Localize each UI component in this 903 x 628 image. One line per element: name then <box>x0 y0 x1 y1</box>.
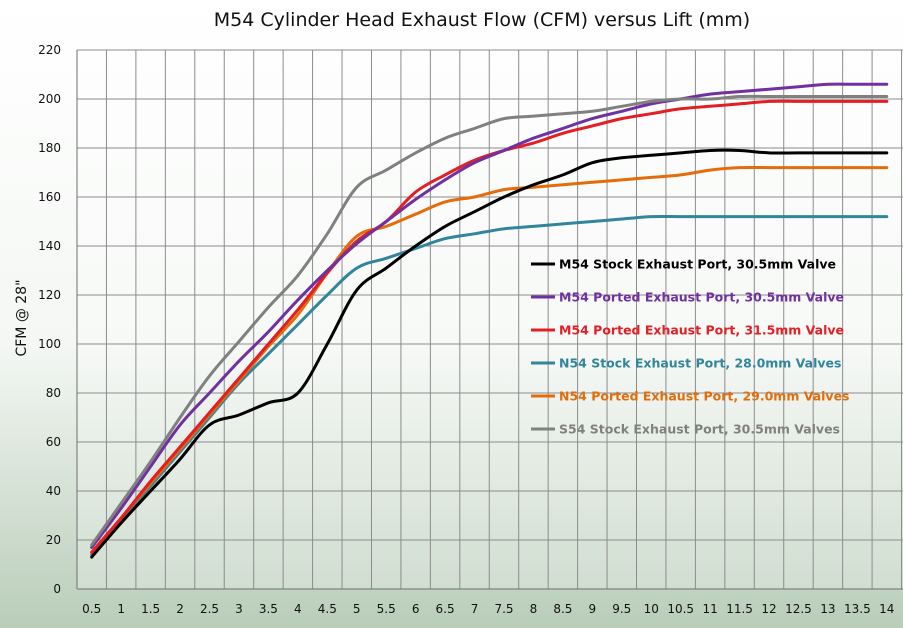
y-tick-label: 20 <box>46 533 61 547</box>
x-tick-label: 8.5 <box>553 602 572 616</box>
x-tick-label: 6 <box>412 602 420 616</box>
x-tick-label: 1.5 <box>141 602 160 616</box>
x-tick-label: 6.5 <box>436 602 455 616</box>
x-tick-label: 14 <box>879 602 894 616</box>
x-tick-label: 4 <box>294 602 302 616</box>
series-line-m54-ported-exhaust-port-30-5mm-valve <box>90 82 889 549</box>
x-tick-label: 0.5 <box>82 602 101 616</box>
y-tick-label: 200 <box>38 92 61 106</box>
x-tick-label: 5.5 <box>377 602 396 616</box>
series-line-m54-stock-exhaust-port-30-5mm-valve <box>90 148 889 559</box>
x-tick-label: 7 <box>471 602 479 616</box>
x-tick-label: 10.5 <box>667 602 694 616</box>
x-tick-label: 9.5 <box>612 602 631 616</box>
legend-label: M54 Stock Exhaust Port, 30.5mm Valve <box>559 257 836 272</box>
y-tick-label: 220 <box>38 43 61 57</box>
series-line-n54-ported-exhaust-port-29-0mm-valves <box>90 165 889 554</box>
y-tick-label: 0 <box>53 582 61 596</box>
x-tick-label: 11.5 <box>726 602 753 616</box>
legend-label: M54 Ported Exhaust Port, 31.5mm Valve <box>559 323 844 338</box>
legend-label: S54 Stock Exhaust Port, 30.5mm Valves <box>559 422 840 437</box>
series-line-s54-stock-exhaust-port-30-5mm-valves <box>90 94 889 547</box>
x-tick-label: 7.5 <box>494 602 513 616</box>
x-tick-label: 8 <box>530 602 538 616</box>
y-tick-label: 180 <box>38 141 61 155</box>
y-tick-label: 160 <box>38 190 61 204</box>
y-tick-label: 100 <box>38 337 61 351</box>
x-tick-label: 11 <box>702 602 717 616</box>
x-tick-label: 12.5 <box>785 602 812 616</box>
x-tick-label: 13.5 <box>844 602 871 616</box>
y-tick-label: 80 <box>46 386 61 400</box>
x-tick-label: 3.5 <box>259 602 278 616</box>
x-tick-label: 5 <box>353 602 361 616</box>
x-tick-label: 3 <box>235 602 243 616</box>
x-tick-label: 2 <box>176 602 184 616</box>
legend-label: N54 Stock Exhaust Port, 28.0mm Valves <box>559 356 841 371</box>
chart-title: M54 Cylinder Head Exhaust Flow (CFM) ver… <box>214 9 750 31</box>
x-tick-label: 10 <box>644 602 659 616</box>
y-tick-label: 140 <box>38 239 61 253</box>
legend-label: M54 Ported Exhaust Port, 30.5mm Valve <box>559 290 844 305</box>
y-tick-label: 60 <box>46 435 61 449</box>
y-tick-label: 40 <box>46 484 61 498</box>
plot-background <box>77 50 903 589</box>
x-tick-label: 2.5 <box>200 602 219 616</box>
x-tick-label: 9 <box>589 602 597 616</box>
x-tick-label: 4.5 <box>318 602 337 616</box>
x-tick-label: 1 <box>117 602 125 616</box>
y-tick-label: 120 <box>38 288 61 302</box>
legend-label: N54 Ported Exhaust Port, 29.0mm Valves <box>559 389 850 404</box>
y-axis-label: CFM @ 28" <box>14 279 30 356</box>
x-tick-label: 12 <box>761 602 776 616</box>
x-tick-label: 13 <box>820 602 835 616</box>
